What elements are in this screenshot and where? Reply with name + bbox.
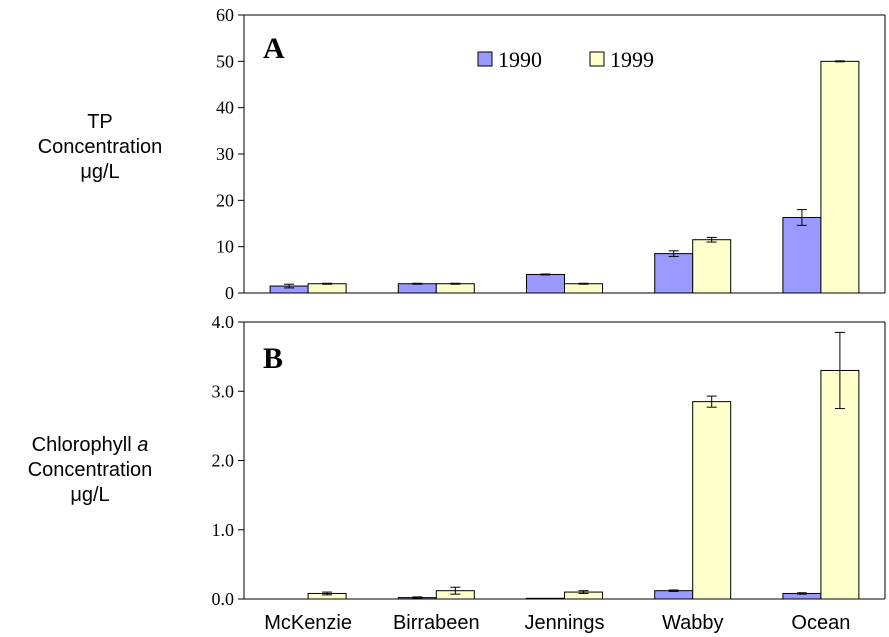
panel-1-ytick-label: 4.0 [212,312,235,332]
panel-label-B: B [263,342,283,375]
panel-0-ytick-label: 60 [216,5,234,25]
ylabel-b-line-2: Concentration [27,459,153,481]
legend-label-1990: 1990 [498,47,542,72]
panel-label-A: A [263,32,285,65]
panel-1-bar-1990-Jennings [526,597,565,600]
ylabel-b-line-3: μg/L [70,484,110,506]
panel-0-bar-1990-Jennings [526,273,565,294]
panel-1-ytick-label: 2.0 [212,451,235,471]
panel-0-ytick-label: 50 [216,51,234,71]
panel-1-bar-1999-Ocean [820,369,860,600]
panel-0-ytick-label: 10 [216,237,234,257]
ylabel-a-line-1: TP [87,111,113,133]
panel-1-bar-1990-Wabby [654,590,694,600]
panel-0-ytick-label: 30 [216,144,234,164]
panel-0-bar-1999-Birrabeen [435,283,475,294]
panel-0-bar-1999-McKenzie [307,283,347,294]
ylabel-b-line-1-text: Chlorophyll a [31,434,149,456]
panel-0-ytick-label: 20 [216,190,234,210]
ylabel-a-line-2: Concentration [37,136,163,158]
ylabel-a: TP Concentration μg/L [15,110,185,185]
xtick-label-ocean: Ocean [791,612,850,634]
panel-1-ytick-label: 0.0 [212,589,235,609]
panel-0-bar-1999-Ocean [820,60,860,294]
panel-0-bar-1990-Ocean [782,216,822,294]
legend-label-1999: 1999 [610,47,654,72]
panel-0-ytick-label: 40 [216,98,234,118]
panel-0-bar-1999-Wabby [692,239,732,294]
panel-0-bar-1990-Birrabeen [397,283,437,294]
panel-1-ytick-label: 1.0 [212,520,235,540]
legend-swatch-1999 [589,51,605,67]
ylabel-b-line-1: Chlorophyll a [5,433,175,458]
legend-swatch-1990 [477,51,493,67]
xtick-label-mckenzie: McKenzie [264,612,352,634]
panel-1-bar-1999-Wabby [692,401,732,600]
panel-0-ytick-label: 0 [225,283,234,303]
xtick-label-birrabeen: Birrabeen [393,612,480,634]
xtick-label-wabby: Wabby [662,612,724,634]
ylabel-a-line-3: μg/L [80,161,120,183]
ylabel-b: Chlorophyll a Concentration μg/L [5,433,175,508]
panel-0-bar-1999-Jennings [564,283,603,294]
panel-1-ytick-label: 3.0 [212,381,235,401]
xtick-label-jennings: Jennings [524,612,604,634]
panel-0-bar-1990-Wabby [654,253,694,294]
ylabel-b-italic-a: a [137,434,149,456]
